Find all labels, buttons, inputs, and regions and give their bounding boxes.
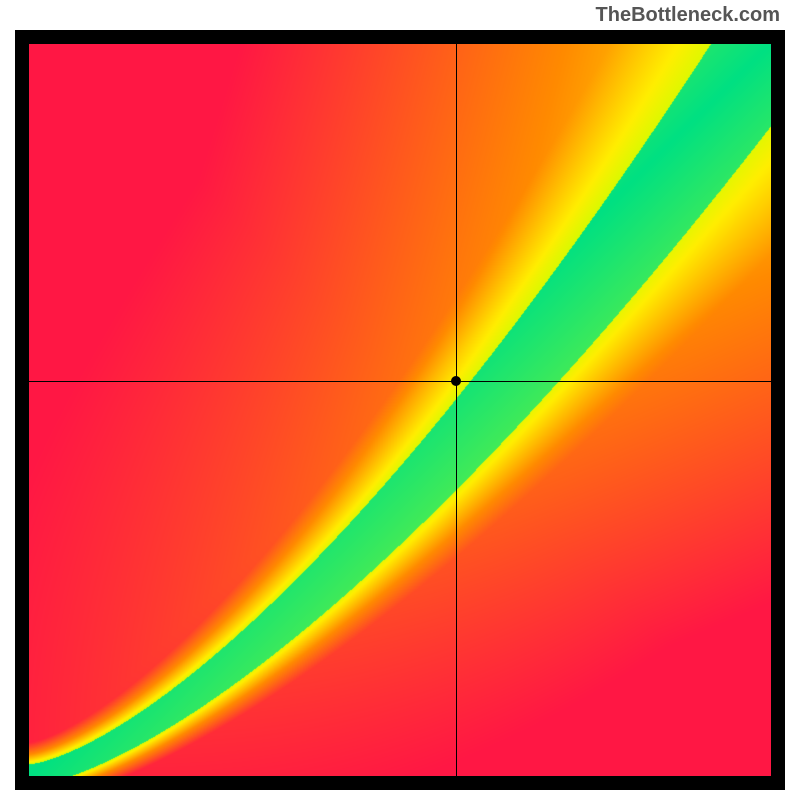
selection-marker xyxy=(451,376,461,386)
heatmap-canvas xyxy=(29,44,771,776)
watermark-text: TheBottleneck.com xyxy=(596,4,780,27)
crosshair-horizontal xyxy=(29,381,771,382)
crosshair-vertical xyxy=(456,44,457,776)
bottleneck-heatmap xyxy=(15,30,785,790)
heatmap-plot-area xyxy=(29,44,771,776)
